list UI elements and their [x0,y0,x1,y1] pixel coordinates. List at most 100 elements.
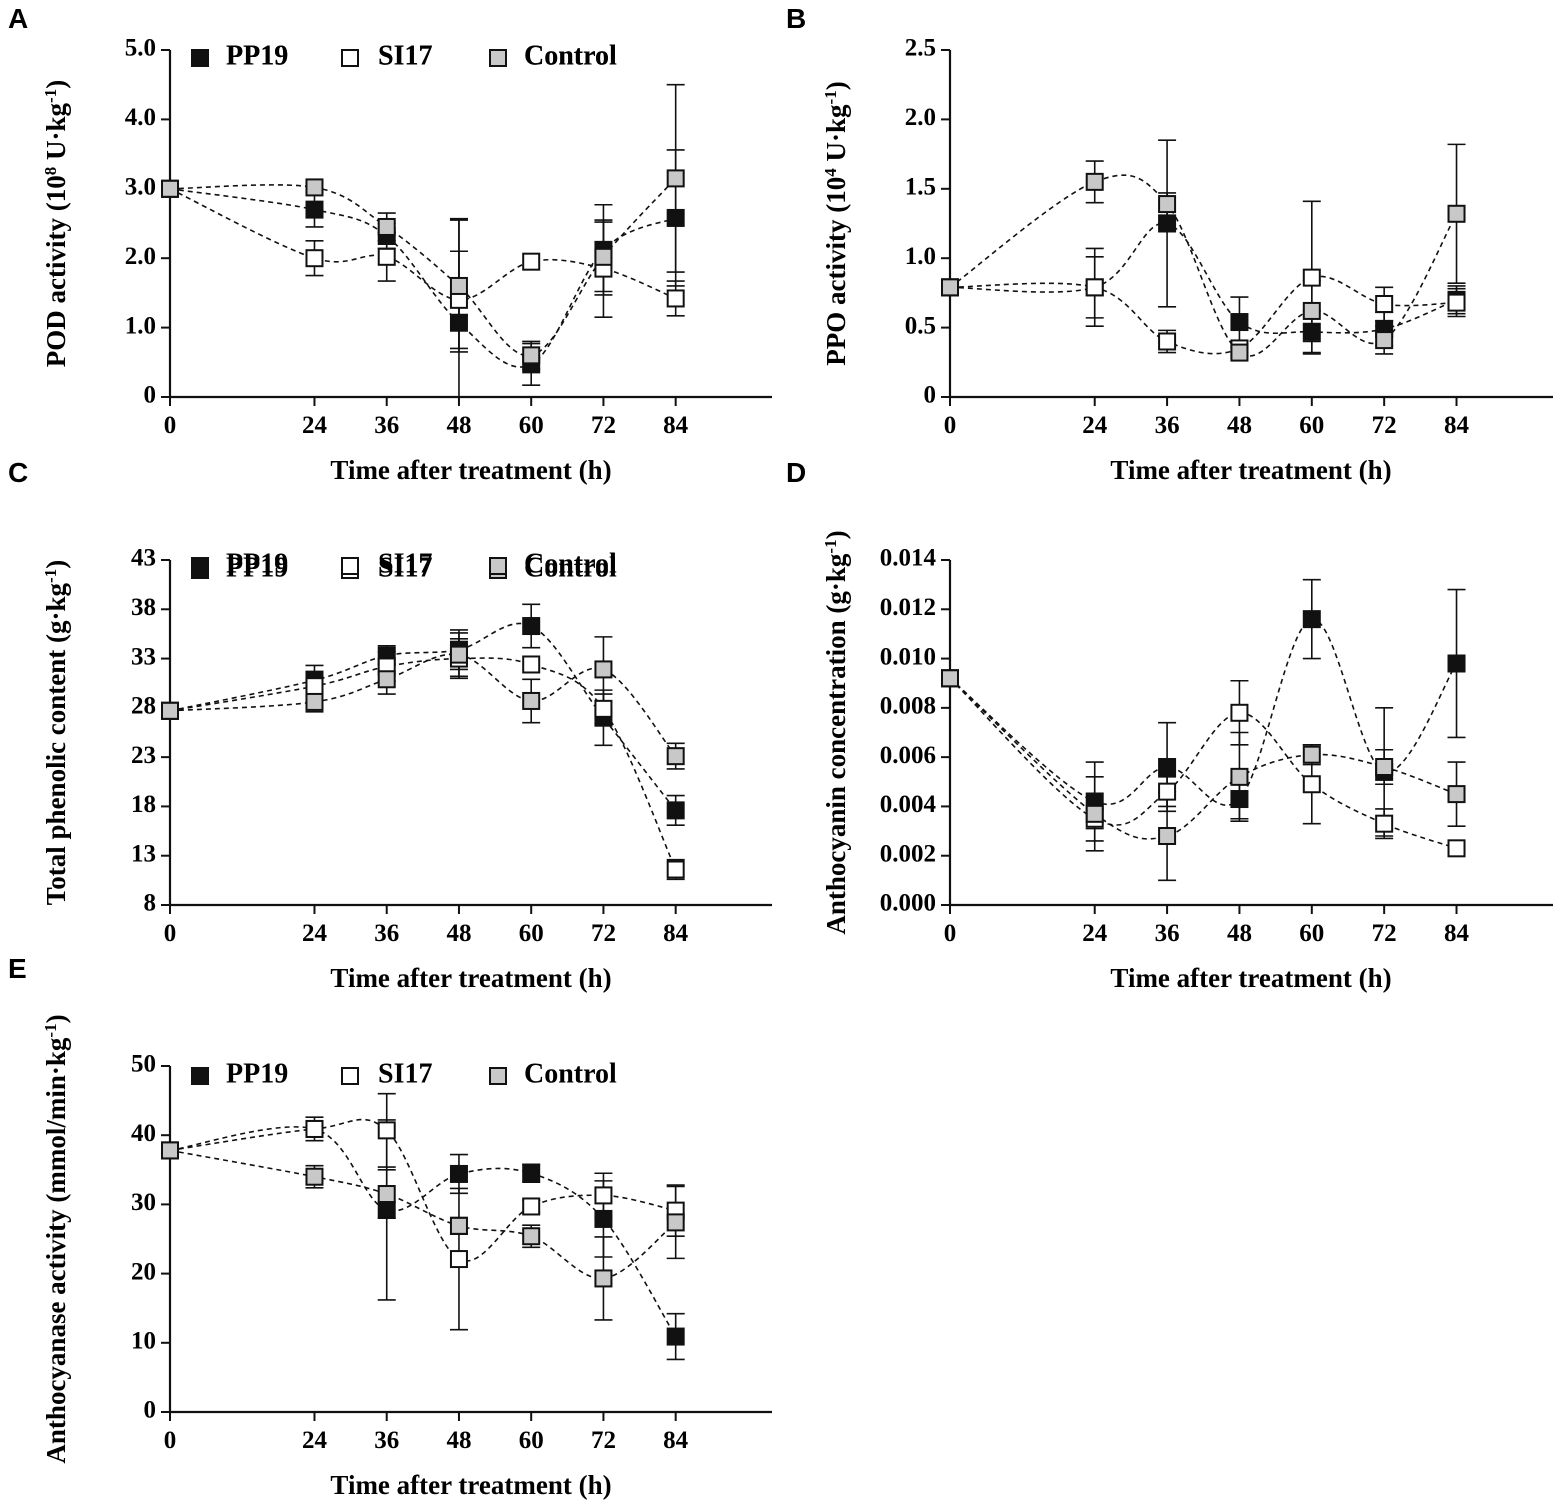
y-tick-label: 0.5 [905,312,936,339]
y-axis-title-part: U·kg [821,104,851,168]
data-point-si17 [1302,775,1321,794]
y-axis-title-part: Total phenolic content (g·kg [41,582,71,905]
data-point-control [1158,195,1177,214]
x-axis-title: Time after treatment (h) [330,1470,611,1500]
y-axis-title-part: Anthocyanin concentration (g·kg [821,553,851,935]
y-tick-label: 1.0 [905,243,936,270]
data-point-si17 [1158,782,1177,801]
y-axis-title-part: ) [41,80,71,89]
panel-letter: A [8,3,28,34]
legend-label-si17: SI17 [378,40,432,71]
data-point-pp19 [305,200,324,219]
y-tick-label: 43 [131,545,156,572]
legend-label-pp19: PP19 [226,40,288,71]
data-point-pp19 [1302,610,1321,629]
x-tick-label: 48 [446,1427,471,1454]
data-point-pp19 [1158,758,1177,776]
y-axis-title-part: ) [41,560,71,569]
data-point-control [377,1185,396,1204]
data-point-pp19 [449,313,468,332]
y-axis-title: Total phenolic content (g·kg-1) [41,560,72,905]
legend-label-control: Control [524,1058,617,1089]
data-point-control [1158,827,1177,845]
x-tick-label: 72 [591,412,616,439]
y-axis-title-part: U·kg [41,102,71,166]
y-axis-title: Anthocyanin concentration (g·kg-1) [821,530,852,934]
y-tick-label: 2.5 [905,35,936,62]
legend-label-si17: SI17 [378,40,432,71]
data-point-control [1085,172,1104,191]
data-point-control [449,1216,468,1235]
y-axis-title-part: ) [41,1014,71,1023]
x-tick-label: 48 [1227,412,1252,439]
legend-label-control: Control [524,40,617,71]
y-tick-label: 0.010 [880,643,936,670]
data-point-control [161,179,179,198]
y-tick-label: 0.006 [880,742,936,769]
data-point-control [449,276,468,295]
legend-marker-pp19 [191,1067,209,1085]
data-point-control [161,701,179,720]
data-point-control [1230,343,1249,362]
y-tick-label: 10 [131,1328,156,1355]
data-point-control [377,217,396,236]
data-point-pp19 [666,801,685,820]
series-line-pp19 [169,188,677,368]
legend-marker-control [489,557,507,575]
x-tick-label: 84 [663,920,689,947]
y-tick-label: 0 [924,382,937,409]
data-point-pp19 [377,1200,396,1219]
x-axis-title: Time after treatment (h) [1110,455,1391,485]
data-point-si17 [594,699,613,718]
y-tick-label: 1.5 [905,174,936,201]
x-tick-label: 72 [591,920,616,947]
panel-letter: C [8,457,28,488]
y-tick-label: 3.0 [125,174,156,201]
data-point-control [666,1213,685,1232]
y-tick-label: 2.0 [905,104,936,131]
legend-marker-control [489,1067,507,1085]
y-tick-label: 30 [131,1189,156,1216]
legend-label-control: Control [524,548,617,579]
y-axis-title-part: PPO activity (10 [821,177,851,366]
series-line-si17 [169,188,677,301]
y-axis-title-part: ) [821,530,851,539]
y-tick-label: 2.0 [125,243,156,270]
data-point-control [941,669,959,688]
legend-label-control: Control [524,40,617,71]
y-tick-label: 23 [131,742,156,769]
data-point-control [522,691,541,710]
y-tick-label: 0 [144,1397,157,1424]
data-point-control [305,1167,324,1186]
panel-a: A 0 1.0 2.0 3.0 4.0 5.0 0 24 36 48 60 72 84 Time after… [8,3,772,485]
data-point-control [594,247,613,266]
data-point-control [1447,204,1466,223]
series-line-control [949,677,1457,840]
y-axis-title-superscript: -1 [821,539,840,553]
x-tick-label: 36 [1155,920,1180,947]
legend-marker-control [489,49,507,67]
data-point-pp19 [522,1164,541,1183]
y-axis-title: PPO activity (104 U·kg-1) [821,81,852,365]
data-point-si17 [522,252,541,271]
y-axis-title-part: ) [821,81,851,90]
data-point-si17 [1447,839,1466,858]
x-tick-label: 24 [1082,412,1108,439]
x-tick-label: 60 [519,1427,544,1454]
x-tick-label: 84 [1444,412,1470,439]
panel-c: C 8 13 18 23 28 33 38 43 0 24 36 48 60 72 84 Time after … [8,457,772,993]
x-tick-label: 60 [519,920,544,947]
series-line-si17 [949,677,1457,850]
data-point-si17 [305,1119,324,1138]
data-point-si17 [594,1186,613,1205]
data-point-control [449,645,468,664]
data-point-si17 [1375,814,1394,833]
data-point-control [1447,785,1466,804]
y-tick-label: 0.008 [880,693,936,720]
x-tick-label: 0 [164,412,177,439]
data-point-control [522,346,541,365]
y-tick-label: 38 [131,594,156,621]
data-point-si17 [1447,293,1466,312]
x-axis-title: Time after treatment (h) [330,455,611,485]
